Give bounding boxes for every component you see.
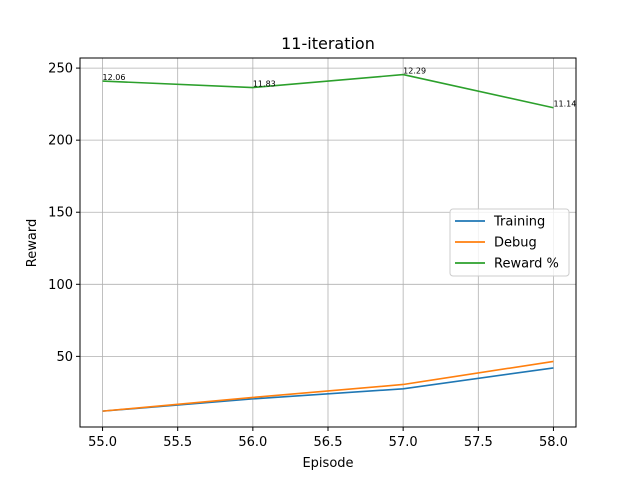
data-label: 11.83	[253, 80, 276, 89]
y-tick-label: 100	[48, 278, 73, 293]
chart-title: 11-iteration	[281, 34, 375, 53]
x-tick-label: 57.5	[464, 435, 493, 450]
legend-label: Reward %	[494, 257, 559, 272]
x-tick-label: 55.5	[163, 435, 192, 450]
data-label: 12.06	[103, 73, 126, 82]
series-lines	[102, 73, 554, 412]
x-tick-label: 55.0	[88, 435, 117, 450]
x-tick-label: 57.0	[389, 435, 418, 450]
legend-label: Training	[493, 215, 545, 230]
y-tick-label: 250	[48, 62, 73, 77]
legend: Training Debug Reward %	[449, 208, 570, 277]
legend-label: Debug	[494, 236, 537, 251]
x-axis-label: Episode	[302, 456, 353, 471]
x-tick-label: 58.0	[539, 435, 568, 450]
series-line-reward	[102, 73, 554, 109]
legend-box	[449, 208, 570, 277]
data-label: 12.29	[403, 67, 426, 76]
y-axis-ticks: 50 100 150 200 250	[48, 62, 80, 365]
x-tick-label: 56.5	[314, 435, 343, 450]
data-labels: 12.06 11.83 12.29 11.14	[103, 67, 577, 109]
y-tick-label: 200	[48, 134, 73, 149]
x-axis-ticks: 55.0 55.5 56.0 56.5 57.0 57.5 58.0	[88, 427, 568, 450]
y-tick-label: 50	[56, 350, 73, 365]
x-tick-label: 56.0	[238, 435, 267, 450]
series-line-debug	[102, 360, 554, 412]
y-axis-label: Reward	[25, 219, 40, 267]
y-tick-label: 150	[48, 206, 73, 221]
data-label: 11.14	[553, 100, 576, 109]
